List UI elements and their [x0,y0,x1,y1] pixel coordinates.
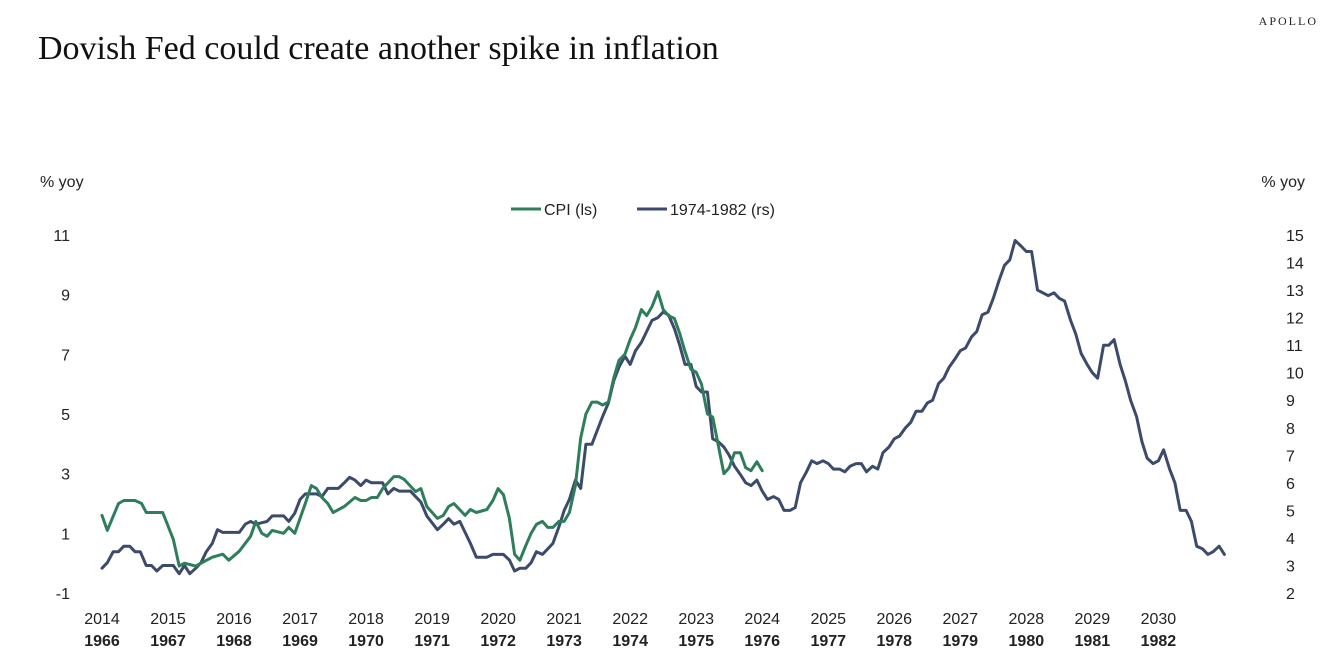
right-tick-label: 14 [1286,256,1304,273]
series-line-1974-1982 [100,239,1226,576]
x-tick-label-top: 2030 [1141,611,1177,628]
legend-label-cpi: CPI (ls) [544,202,597,219]
left-axis-ticks: -1 1 3 5 7 9 11 [53,228,70,603]
chart-title: Dovish Fed could create another spike in… [38,30,719,67]
x-tick-label-top: 2027 [942,611,978,628]
x-tick-label-bottom: 1969 [282,633,318,650]
x-tick-label-top: 2014 [84,611,120,628]
x-tick-label-top: 2029 [1075,611,1111,628]
left-tick-label: 5 [61,407,70,424]
x-tick-label-bottom: 1981 [1075,633,1111,650]
right-tick-label: 2 [1286,586,1295,603]
right-tick-label: 3 [1286,558,1295,575]
right-tick-label: 6 [1286,476,1295,493]
x-tick-label-top: 2021 [546,611,582,628]
x-tick-label-top: 2023 [678,611,714,628]
right-tick-label: 11 [1286,338,1303,355]
x-tick-label-bottom: 1976 [744,633,780,650]
x-axis-bottom-labels: 1966 1967 1968 1969 1970 1971 1972 1973 1974 1975… [84,633,1176,650]
x-tick-label-top: 2020 [480,611,516,628]
right-tick-label: 13 [1286,283,1304,300]
x-tick-label-top: 2018 [348,611,384,628]
legend-label-1974-1982: 1974-1982 (rs) [670,202,775,219]
x-axis-top-labels: 2014 2015 2016 2017 2018 2019 2020 2021 2022 2023… [84,611,1176,628]
right-tick-label: 5 [1286,503,1295,520]
series-line-cpi [100,290,764,568]
x-tick-label-top: 2015 [150,611,186,628]
series-lines [100,239,1226,576]
x-tick-label-top: 2024 [744,611,780,628]
x-tick-label-bottom: 1974 [612,633,648,650]
right-axis-ticks: 2 3 4 5 6 7 8 9 10 11 12 13 14 15 [1286,228,1304,603]
x-tick-label-bottom: 1977 [810,633,846,650]
left-tick-label: 7 [61,347,70,364]
left-tick-label: 1 [61,526,70,543]
x-tick-label-bottom: 1975 [678,633,714,650]
x-tick-label-top: 2025 [810,611,846,628]
x-tick-label-bottom: 1980 [1009,633,1045,650]
x-tick-label-bottom: 1971 [414,633,450,650]
left-tick-label: 9 [61,288,70,305]
right-tick-label: 7 [1286,448,1295,465]
x-tick-label-bottom: 1979 [942,633,978,650]
x-tick-label-bottom: 1968 [216,633,252,650]
right-tick-label: 10 [1286,366,1304,383]
x-tick-label-bottom: 1982 [1141,633,1177,650]
x-tick-label-top: 2022 [612,611,648,628]
left-tick-label: 11 [53,228,70,245]
left-tick-label: 3 [61,467,70,484]
x-tick-label-bottom: 1973 [546,633,582,650]
right-tick-label: 15 [1286,228,1304,245]
brand-logo: APOLLO [1258,14,1318,28]
x-tick-label-top: 2017 [282,611,318,628]
right-axis-label: % yoy [1261,174,1305,191]
x-tick-label-bottom: 1972 [480,633,516,650]
x-tick-label-bottom: 1967 [150,633,186,650]
x-tick-label-top: 2019 [414,611,450,628]
right-tick-label: 9 [1286,393,1295,410]
x-tick-label-bottom: 1978 [876,633,912,650]
legend: CPI (ls) 1974-1982 (rs) [511,202,775,219]
right-tick-label: 12 [1286,311,1304,328]
x-tick-label-bottom: 1966 [84,633,120,650]
right-tick-label: 8 [1286,421,1295,438]
x-tick-label-bottom: 1970 [348,633,384,650]
x-tick-label-top: 2026 [876,611,912,628]
left-tick-label: -1 [56,586,70,603]
right-tick-label: 4 [1286,531,1295,548]
x-tick-label-top: 2016 [216,611,252,628]
left-axis-label: % yoy [40,174,84,191]
x-tick-label-top: 2028 [1009,611,1045,628]
